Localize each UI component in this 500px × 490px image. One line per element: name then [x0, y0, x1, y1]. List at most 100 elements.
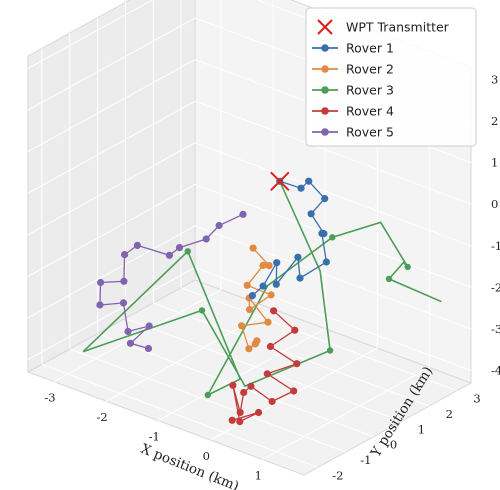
data-point: [144, 344, 153, 353]
z-tick-label: -2: [491, 280, 500, 294]
data-point: [290, 387, 298, 395]
z-tick-label: 2: [491, 114, 498, 128]
legend-marker-swatch: [321, 44, 329, 52]
series-rover-4: [228, 307, 301, 426]
grid-lines: [27, 0, 472, 468]
data-point: [291, 326, 299, 334]
x-tick-label: -2: [96, 410, 107, 424]
data-point: [215, 221, 223, 230]
data-point: [322, 258, 330, 266]
data-point: [245, 345, 253, 353]
grid-line-y: [41, 363, 319, 468]
wpt-transmitter-marker: [270, 171, 290, 192]
x-tick-label: 0: [203, 449, 210, 463]
data-point: [204, 391, 211, 399]
y-tick-label: -1: [360, 453, 371, 467]
legend-marker-swatch: [321, 107, 329, 115]
data-point: [246, 306, 254, 314]
legend-label: WPT Transmitter: [346, 20, 450, 35]
data-point: [249, 244, 257, 252]
data-point: [97, 278, 105, 287]
data-point: [96, 301, 104, 309]
legend-marker-swatch: [321, 128, 329, 136]
legend-label: Rover 5: [346, 125, 394, 140]
x-tick-label: -3: [44, 391, 55, 405]
x-axis-label: X position (km): [139, 441, 242, 490]
z-tick-label: -1: [491, 239, 500, 253]
legend-item: Rover 1: [312, 41, 394, 56]
grid-line-z: [27, 17, 196, 111]
legend-label: Rover 1: [346, 41, 394, 56]
data-point: [238, 322, 246, 330]
data-point: [268, 397, 276, 406]
legend-label: Rover 3: [346, 83, 394, 98]
data-point: [305, 177, 313, 185]
legend-marker-swatch: [321, 65, 329, 73]
data-point: [321, 195, 329, 203]
data-point: [124, 327, 132, 336]
grid-line-z: [27, 142, 196, 236]
grid-line-y: [69, 348, 346, 453]
legend-label: Rover 4: [346, 104, 394, 119]
data-point: [263, 370, 271, 378]
data-point: [239, 210, 247, 218]
data-point: [165, 251, 173, 259]
z-tick-label: -3: [491, 322, 500, 336]
plot-data: [82, 171, 442, 426]
legend: WPT Transmitter Rover 1 Rover 2 Rover 3 Rove…: [305, 7, 477, 147]
data-point: [294, 253, 302, 261]
x-tick-label: 1: [255, 469, 262, 483]
data-point: [236, 418, 244, 426]
grid-line-z: [27, 0, 154, 69]
data-point: [293, 360, 301, 368]
z-tick-label: -4: [491, 364, 500, 378]
data-point: [120, 277, 128, 285]
data-point: [270, 307, 278, 315]
grid-line-z: [194, 142, 472, 247]
data-point: [318, 229, 326, 237]
legend-marker-swatch: [321, 86, 329, 94]
data-point: [297, 184, 305, 192]
data-point: [133, 241, 141, 249]
legend-item: Rover 2: [312, 62, 394, 77]
data-point: [243, 281, 251, 289]
data-point: [404, 263, 411, 271]
data-point: [259, 282, 267, 290]
data-point: [184, 248, 191, 255]
grid-line-z: [27, 100, 196, 194]
legend-item: Rover 5: [312, 125, 394, 140]
series-rover-5: [96, 210, 247, 353]
data-point: [202, 235, 210, 243]
data-point: [255, 408, 263, 417]
grid-line-z: [194, 225, 472, 330]
legend-item: Rover 4: [312, 104, 394, 119]
data-point: [307, 210, 315, 218]
legend-frame: [305, 7, 477, 147]
grid-line-z: [27, 225, 196, 319]
legend-item: Rover 3: [312, 83, 394, 98]
y-tick-label: -2: [332, 468, 343, 482]
grid-line-z: [194, 267, 472, 371]
data-point: [229, 381, 237, 389]
data-point: [175, 244, 184, 252]
data-point: [253, 337, 261, 345]
data-point: [248, 292, 256, 300]
grid-line-z: [27, 59, 196, 153]
x-marker-icon: [317, 19, 333, 35]
data-point: [385, 275, 393, 283]
y-tick-label: 2: [446, 407, 453, 421]
series-line: [251, 180, 328, 297]
grid-line-z: [27, 267, 196, 360]
y-tick-label: 0: [390, 438, 397, 452]
data-point: [326, 347, 334, 354]
grid-line-x: [53, 289, 222, 383]
data-point: [121, 251, 129, 259]
grid-line-y: [180, 287, 458, 392]
data-point: [296, 274, 304, 282]
data-point: [198, 307, 206, 314]
data-point: [273, 259, 281, 267]
x-tick-label: -1: [149, 430, 160, 444]
data-point: [265, 262, 273, 270]
